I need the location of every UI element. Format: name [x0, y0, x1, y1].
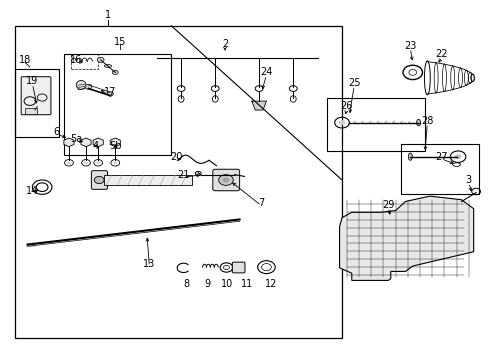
Bar: [25, 108, 37, 114]
Ellipse shape: [212, 96, 218, 102]
Text: 25: 25: [347, 78, 360, 88]
Polygon shape: [251, 101, 266, 110]
Bar: [15, 69, 59, 137]
Ellipse shape: [470, 74, 473, 81]
Circle shape: [338, 120, 345, 125]
Text: 14: 14: [26, 186, 39, 196]
Circle shape: [255, 86, 263, 91]
Circle shape: [107, 92, 113, 96]
Text: 10: 10: [221, 279, 233, 289]
Text: 5b: 5b: [109, 141, 122, 151]
Text: 3: 3: [465, 175, 471, 185]
Circle shape: [113, 161, 117, 164]
Ellipse shape: [76, 81, 86, 89]
Circle shape: [218, 175, 233, 185]
Circle shape: [64, 159, 73, 166]
Bar: [104, 175, 191, 185]
Circle shape: [222, 177, 229, 183]
Bar: [400, 144, 478, 194]
Circle shape: [81, 159, 90, 166]
Ellipse shape: [290, 96, 296, 102]
Ellipse shape: [178, 96, 183, 102]
Text: 7: 7: [258, 198, 264, 208]
Text: 28: 28: [420, 116, 433, 126]
Text: 6: 6: [54, 127, 60, 136]
Bar: [327, 98, 424, 151]
Ellipse shape: [424, 61, 429, 95]
Circle shape: [111, 159, 120, 166]
Text: 18: 18: [19, 55, 31, 65]
Text: 20: 20: [170, 152, 182, 162]
Ellipse shape: [407, 153, 411, 160]
Circle shape: [177, 86, 184, 91]
Text: 5a: 5a: [70, 134, 82, 144]
Text: 29: 29: [382, 200, 394, 210]
Polygon shape: [339, 196, 473, 280]
Text: 11: 11: [240, 279, 253, 289]
Text: 8: 8: [183, 279, 189, 289]
Circle shape: [85, 84, 92, 89]
Text: 24: 24: [260, 67, 272, 77]
Circle shape: [261, 264, 271, 271]
FancyBboxPatch shape: [212, 169, 239, 191]
Circle shape: [112, 70, 118, 75]
Text: 13: 13: [143, 259, 155, 269]
Circle shape: [454, 154, 461, 159]
Text: 2: 2: [222, 39, 228, 49]
FancyBboxPatch shape: [91, 171, 107, 189]
Text: 26: 26: [340, 102, 352, 112]
Bar: [71, 54, 98, 69]
Ellipse shape: [104, 64, 111, 67]
Text: 4: 4: [93, 141, 99, 151]
Circle shape: [94, 159, 102, 166]
Text: 21: 21: [177, 170, 189, 180]
Text: 17: 17: [104, 87, 116, 97]
Ellipse shape: [416, 120, 420, 126]
Text: 27: 27: [435, 152, 447, 162]
Circle shape: [289, 86, 297, 91]
Text: 1: 1: [105, 10, 111, 20]
Circle shape: [211, 86, 219, 91]
Text: 16: 16: [70, 55, 82, 65]
FancyBboxPatch shape: [21, 77, 51, 115]
FancyBboxPatch shape: [232, 262, 244, 273]
Polygon shape: [27, 244, 35, 246]
Text: 22: 22: [435, 49, 447, 59]
Bar: [64, 54, 171, 155]
Text: 19: 19: [26, 76, 39, 86]
Text: 12: 12: [264, 279, 277, 289]
Circle shape: [94, 176, 104, 184]
Text: 23: 23: [403, 41, 416, 50]
Circle shape: [84, 161, 88, 164]
Circle shape: [96, 161, 100, 164]
Circle shape: [67, 161, 71, 164]
Ellipse shape: [452, 163, 460, 166]
Text: 15: 15: [114, 37, 126, 47]
Bar: [15, 26, 341, 338]
Circle shape: [97, 57, 104, 62]
Text: 9: 9: [204, 279, 210, 289]
